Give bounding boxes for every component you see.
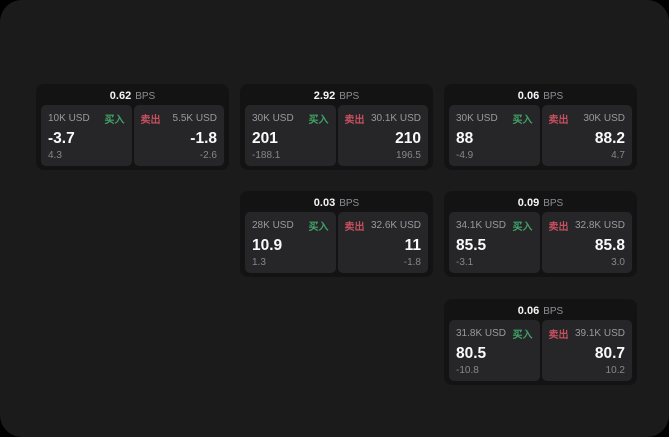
buy-price: 10.9 bbox=[252, 237, 283, 255]
bps-value: 0.03 bbox=[313, 197, 336, 209]
sell-tag: 卖出 bbox=[548, 222, 569, 233]
bps-value: 2.92 bbox=[313, 90, 336, 102]
bps-unit-label: BPS bbox=[543, 305, 564, 317]
sell-price: 85.8 bbox=[594, 237, 625, 255]
buy-delta: -4.9 bbox=[456, 150, 474, 161]
sell-tag: 卖出 bbox=[140, 115, 161, 126]
bps-value: 0.06 bbox=[517, 305, 540, 317]
quote-card: 0.03 BPS 28K USD 买入 10.9 1.3 卖出 32.6K US… bbox=[240, 191, 433, 277]
buy-tag: 买入 bbox=[512, 330, 533, 341]
buy-delta: -188.1 bbox=[252, 150, 281, 161]
bps-unit-label: BPS bbox=[543, 197, 564, 209]
bps-header: 0.09 BPS bbox=[444, 191, 637, 212]
buy-price: 80.5 bbox=[456, 345, 487, 363]
buy-panel[interactable]: 30K USD 买入 88 -4.9 bbox=[449, 105, 540, 166]
sell-delta: 196.5 bbox=[395, 150, 421, 161]
sell-delta: -2.6 bbox=[199, 150, 217, 161]
sell-price: 88.2 bbox=[594, 130, 625, 148]
sell-delta: -1.8 bbox=[403, 257, 421, 268]
buy-amount: 34.1K USD bbox=[456, 220, 507, 231]
sell-amount: 39.1K USD bbox=[574, 328, 625, 339]
bps-unit-label: BPS bbox=[339, 90, 360, 102]
buy-tag: 买入 bbox=[308, 222, 329, 233]
quote-panels: 28K USD 买入 10.9 1.3 卖出 32.6K USD 11 -1.8 bbox=[240, 212, 433, 277]
sell-tag: 卖出 bbox=[548, 330, 569, 341]
bps-value: 0.06 bbox=[517, 90, 540, 102]
sell-panel[interactable]: 卖出 32.8K USD 85.8 3.0 bbox=[541, 212, 632, 273]
sell-amount: 30K USD bbox=[583, 113, 625, 124]
bps-unit-label: BPS bbox=[543, 90, 564, 102]
sell-panel[interactable]: 卖出 5.5K USD -1.8 -2.6 bbox=[133, 105, 224, 166]
buy-price: 85.5 bbox=[456, 237, 487, 255]
buy-panel[interactable]: 31.8K USD 买入 80.5 -10.8 bbox=[449, 320, 540, 381]
sell-amount: 32.8K USD bbox=[574, 220, 625, 231]
buy-delta: 1.3 bbox=[252, 257, 266, 268]
bps-header: 0.62 BPS bbox=[36, 84, 229, 105]
sell-tag: 卖出 bbox=[344, 222, 365, 233]
buy-delta: 4.3 bbox=[48, 150, 62, 161]
sell-panel[interactable]: 卖出 39.1K USD 80.7 10.2 bbox=[541, 320, 632, 381]
sell-amount: 32.6K USD bbox=[370, 220, 421, 231]
buy-price: -3.7 bbox=[48, 130, 75, 148]
sell-delta: 4.7 bbox=[611, 150, 625, 161]
sell-price: -1.8 bbox=[190, 130, 217, 148]
buy-amount: 30K USD bbox=[456, 113, 498, 124]
quote-panels: 10K USD 买入 -3.7 4.3 卖出 5.5K USD -1.8 -2.… bbox=[36, 105, 229, 170]
bps-header: 0.03 BPS bbox=[240, 191, 433, 212]
buy-panel[interactable]: 28K USD 买入 10.9 1.3 bbox=[245, 212, 336, 273]
buy-price: 201 bbox=[252, 130, 278, 148]
buy-delta: -3.1 bbox=[456, 257, 474, 268]
sell-panel[interactable]: 卖出 32.6K USD 11 -1.8 bbox=[337, 212, 428, 273]
quote-panels: 30K USD 买入 88 -4.9 卖出 30K USD 88.2 4.7 bbox=[444, 105, 637, 170]
quote-card: 2.92 BPS 30K USD 买入 201 -188.1 卖出 30.1K … bbox=[240, 84, 433, 170]
sell-price: 11 bbox=[404, 237, 421, 255]
bps-unit-label: BPS bbox=[135, 90, 156, 102]
sell-price: 80.7 bbox=[594, 345, 625, 363]
bps-value: 0.62 bbox=[109, 90, 132, 102]
bps-header: 0.06 BPS bbox=[444, 299, 637, 320]
quote-card: 0.09 BPS 34.1K USD 买入 85.5 -3.1 卖出 32.8K… bbox=[444, 191, 637, 277]
buy-tag: 买入 bbox=[512, 222, 533, 233]
sell-delta: 3.0 bbox=[611, 257, 625, 268]
sell-tag: 卖出 bbox=[344, 115, 365, 126]
sell-tag: 卖出 bbox=[548, 115, 569, 126]
buy-panel[interactable]: 34.1K USD 买入 85.5 -3.1 bbox=[449, 212, 540, 273]
sell-amount: 5.5K USD bbox=[172, 113, 217, 124]
buy-delta: -10.8 bbox=[456, 365, 479, 376]
quote-card: 0.62 BPS 10K USD 买入 -3.7 4.3 卖出 5.5K USD… bbox=[36, 84, 229, 170]
buy-amount: 28K USD bbox=[252, 220, 294, 231]
sell-panel[interactable]: 卖出 30.1K USD 210 196.5 bbox=[337, 105, 428, 166]
buy-panel[interactable]: 30K USD 买入 201 -188.1 bbox=[245, 105, 336, 166]
buy-price: 88 bbox=[456, 130, 474, 148]
bps-header: 2.92 BPS bbox=[240, 84, 433, 105]
sell-delta: 10.2 bbox=[605, 365, 625, 376]
sell-price: 210 bbox=[395, 130, 421, 148]
buy-panel[interactable]: 10K USD 买入 -3.7 4.3 bbox=[41, 105, 132, 166]
buy-amount: 30K USD bbox=[252, 113, 294, 124]
quote-card: 0.06 BPS 30K USD 买入 88 -4.9 卖出 30K USD 8… bbox=[444, 84, 637, 170]
bps-value: 0.09 bbox=[517, 197, 540, 209]
bps-header: 0.06 BPS bbox=[444, 84, 637, 105]
buy-tag: 买入 bbox=[512, 115, 533, 126]
quote-panels: 30K USD 买入 201 -188.1 卖出 30.1K USD 210 1… bbox=[240, 105, 433, 170]
quote-panels: 31.8K USD 买入 80.5 -10.8 卖出 39.1K USD 80.… bbox=[444, 320, 637, 385]
buy-tag: 买入 bbox=[104, 115, 125, 126]
quote-panels: 34.1K USD 买入 85.5 -3.1 卖出 32.8K USD 85.8… bbox=[444, 212, 637, 277]
buy-amount: 31.8K USD bbox=[456, 328, 507, 339]
bps-unit-label: BPS bbox=[339, 197, 360, 209]
buy-tag: 买入 bbox=[308, 115, 329, 126]
sell-panel[interactable]: 卖出 30K USD 88.2 4.7 bbox=[541, 105, 632, 166]
buy-amount: 10K USD bbox=[48, 113, 90, 124]
sell-amount: 30.1K USD bbox=[370, 113, 421, 124]
quote-card: 0.06 BPS 31.8K USD 买入 80.5 -10.8 卖出 39.1… bbox=[444, 299, 637, 385]
